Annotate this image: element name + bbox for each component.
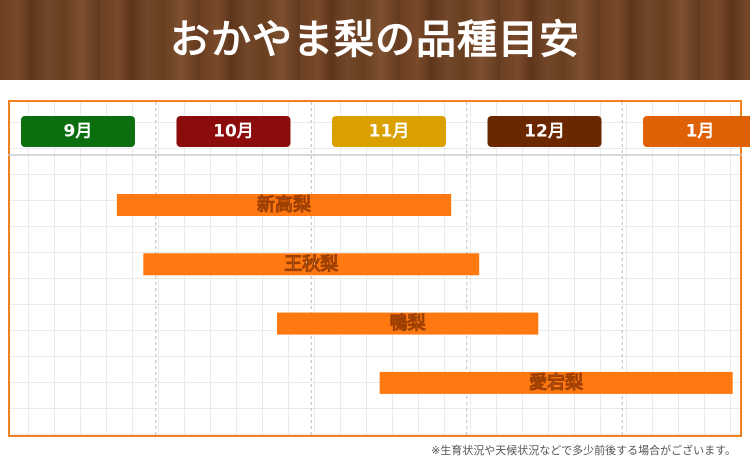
month-badge [643, 116, 750, 147]
header-background [0, 0, 750, 80]
month-label: 11月 [369, 122, 410, 142]
bar [379, 371, 733, 394]
bar [143, 253, 480, 276]
bar-label: 新高梨 [257, 194, 311, 216]
footnote: ※生育状況や天候状況などで多少前後する場合がございます。 [431, 444, 736, 457]
chart-title: おかやま梨の品種目安 [170, 17, 580, 63]
bar-label: 愛宕梨 [529, 371, 583, 393]
bar [116, 194, 452, 216]
month-badge [331, 116, 446, 147]
bar [277, 312, 539, 335]
month-label: 9月 [64, 122, 93, 142]
month-badge [20, 116, 135, 147]
month-badge [487, 116, 602, 147]
bar-label: 鴨梨 [390, 312, 426, 334]
month-label: 10月 [213, 122, 254, 142]
month-badge [176, 116, 291, 147]
month-label: 1月 [686, 122, 715, 142]
bar-label: 王秋梨 [284, 253, 338, 275]
month-label: 12月 [524, 122, 565, 142]
